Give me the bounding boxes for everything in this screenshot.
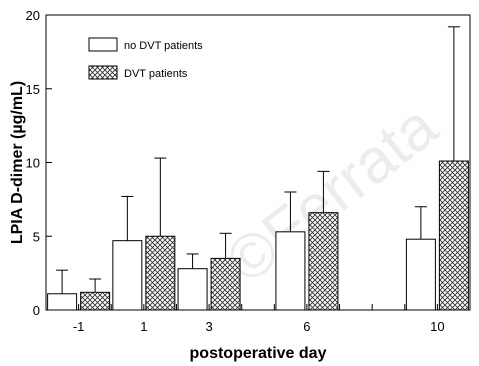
bar-dvt: [80, 291, 111, 311]
y-tick-label: 0: [33, 303, 40, 318]
bar-no-dvt: [405, 238, 436, 311]
y-tick-label: 15: [26, 82, 40, 97]
bar-dvt: [210, 257, 241, 311]
y-tick-label: 5: [33, 229, 40, 244]
x-axis-title: postoperative day: [190, 345, 327, 362]
x-tick-label: 10: [430, 319, 444, 334]
y-tick-label: 20: [26, 8, 40, 23]
bar-no-dvt: [275, 231, 306, 311]
bar-dvt: [145, 235, 176, 311]
legend-label: no DVT patients: [124, 40, 203, 52]
legend-label: DVT patients: [124, 68, 188, 80]
bar-no-dvt: [112, 240, 143, 311]
bar-dvt: [308, 212, 339, 311]
y-axis-title: LPIA D-dimer (µg/mL): [9, 81, 26, 244]
bar-no-dvt: [177, 268, 208, 311]
x-tick-label: 6: [303, 319, 310, 334]
bar-no-dvt: [47, 293, 78, 311]
x-tick-label: -1: [73, 319, 85, 334]
legend-swatch: [88, 37, 118, 52]
x-tick-label: 3: [205, 319, 212, 334]
plot-area: 0 5 10 15 20 -1 1 3 6 10 no DVT patients DVT patien…: [26, 8, 471, 334]
y-tick-label: 10: [26, 156, 40, 171]
bar-dvt: [438, 160, 469, 311]
x-tick-label: 1: [140, 319, 147, 334]
legend-swatch: [88, 65, 118, 80]
